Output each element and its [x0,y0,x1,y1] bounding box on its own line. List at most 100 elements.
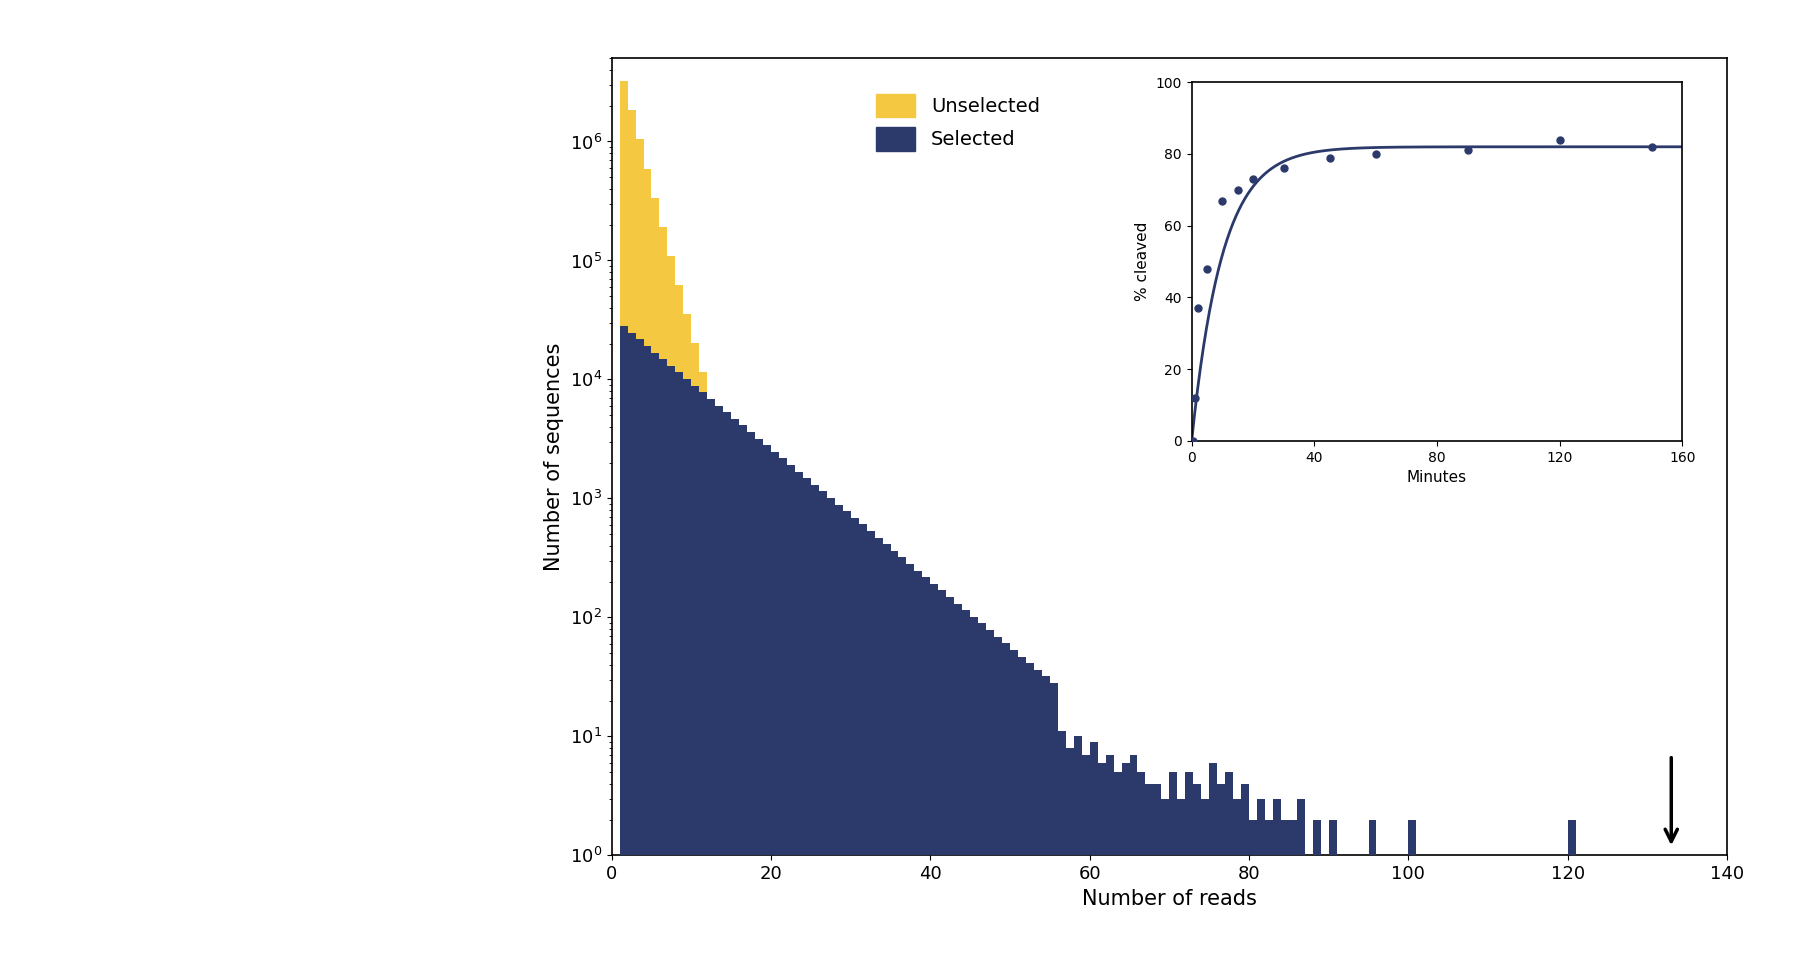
Bar [939,590,946,972]
Bar [1447,855,1455,972]
Bar [755,575,762,972]
Bar [811,779,818,972]
Bar [723,412,730,972]
Bar [644,168,651,972]
Bar [827,498,834,972]
Bar [674,285,683,972]
Bar [1185,772,1192,972]
Bar [699,393,707,972]
Bar [628,332,635,972]
Bar [619,327,628,972]
Bar [1018,656,1025,972]
Bar [802,749,811,972]
Bar [890,551,897,972]
Bar [811,485,818,972]
Bar [667,256,674,972]
Bar [1566,819,1575,972]
Bar [1408,819,1415,972]
Bar [1527,855,1535,972]
Bar [739,426,746,972]
Bar [818,492,827,972]
Bar [795,720,802,972]
Bar [1217,783,1224,972]
Bar [660,360,667,972]
Bar [1145,783,1153,972]
Bar [1329,819,1336,972]
Bar [858,525,867,972]
Bar [1320,855,1329,972]
Bar [667,365,674,972]
Bar [930,584,939,972]
Bar [1287,819,1296,972]
Bar [1081,755,1090,972]
Bar [660,226,667,972]
Bar [1224,772,1232,972]
Bar [1464,855,1471,972]
Bar [1120,763,1129,972]
Bar [730,488,739,972]
Bar [716,430,723,972]
Bar [1009,650,1018,972]
Bar [1057,732,1064,972]
Legend: Unselected, Selected: Unselected, Selected [867,84,1048,160]
Bar [771,452,779,972]
Bar [1192,783,1201,972]
Bar [1162,799,1169,972]
Bar [1296,799,1304,972]
Bar [1201,799,1208,972]
Bar [762,605,771,972]
Bar [1041,677,1050,972]
Bar [850,518,858,972]
Bar [739,517,746,972]
Bar [841,511,850,972]
Bar [1097,763,1106,972]
Bar [1129,755,1136,972]
Bar [1001,643,1009,972]
Bar [1313,819,1320,972]
Bar [1368,819,1375,972]
Bar [762,445,771,972]
Bar [985,630,994,972]
Bar [1257,799,1264,972]
Bar [699,372,707,972]
Bar [1582,855,1591,972]
Bar [619,82,628,972]
Bar [779,459,786,972]
Bar [953,604,962,972]
Bar [1670,855,1678,972]
X-axis label: Minutes: Minutes [1406,470,1467,485]
Bar [818,808,827,972]
Bar [1631,855,1638,972]
Bar [962,610,969,972]
Bar [1304,855,1313,972]
Bar [1399,855,1408,972]
Bar [1431,855,1440,972]
Bar [707,400,716,972]
Bar [874,538,883,972]
Bar [946,597,953,972]
Y-axis label: % cleaved: % cleaved [1135,222,1149,301]
Bar [834,504,841,972]
Bar [786,691,795,972]
Bar [690,386,699,972]
Bar [827,837,834,972]
Bar [716,405,723,972]
Bar [690,343,699,972]
Bar [1176,799,1185,972]
Bar [1607,855,1615,972]
Bar [867,531,874,972]
Bar [994,637,1001,972]
Bar [897,557,906,972]
Bar [746,546,755,972]
Bar [1106,755,1113,972]
Y-axis label: Number of sequences: Number of sequences [543,343,565,571]
Bar [635,139,644,972]
Bar [1280,819,1287,972]
Bar [1336,855,1343,972]
Bar [802,478,811,972]
Bar [786,465,795,972]
Bar [730,419,739,972]
Bar [969,617,978,972]
Bar [683,314,690,972]
Bar [1552,855,1559,972]
